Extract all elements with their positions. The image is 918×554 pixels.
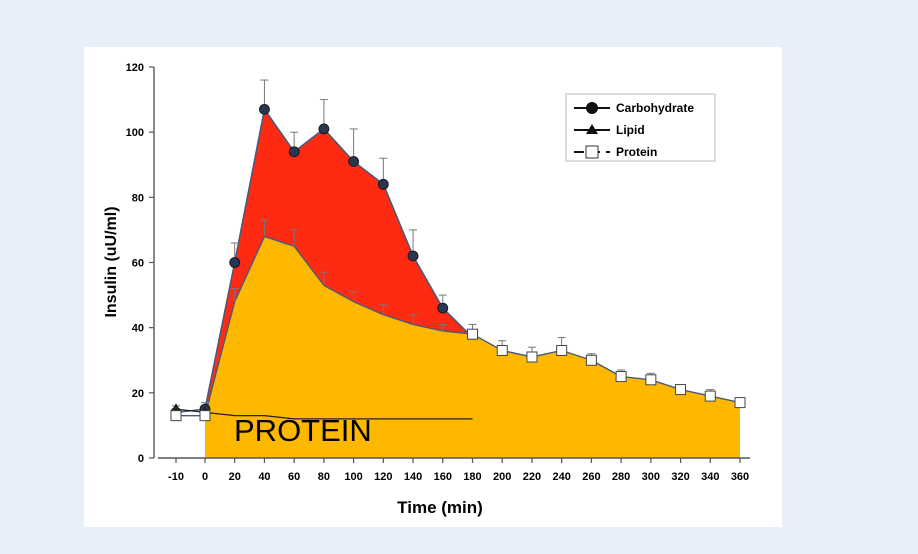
x-tick-label: 220 — [523, 471, 541, 483]
markers-layer — [170, 103, 746, 422]
protein-point — [170, 410, 182, 422]
x-tick-label: 80 — [318, 471, 330, 483]
carbohydrate-point — [288, 146, 300, 158]
protein-annotation: PROTEIN — [234, 413, 372, 448]
legend: Carbohydrate Lipid Protein — [565, 93, 716, 162]
protein-point — [585, 354, 597, 366]
x-tick-label: 240 — [552, 471, 570, 483]
x-tick-label: 120 — [374, 471, 392, 483]
legend-label: Protein — [616, 145, 657, 159]
protein-point — [467, 328, 478, 340]
protein-point — [199, 410, 211, 422]
protein-point — [734, 397, 746, 409]
y-tick-label: 120 — [126, 62, 144, 74]
x-tick-label: 100 — [344, 471, 362, 483]
x-tick-label: 260 — [582, 471, 600, 483]
protein-point — [615, 371, 627, 383]
x-tick-label: 140 — [404, 471, 422, 483]
protein-point — [496, 344, 508, 356]
protein-point — [675, 384, 687, 396]
x-tick-label: 280 — [612, 471, 630, 483]
x-axis-title: Time (min) — [397, 498, 483, 517]
x-tick-label: 160 — [434, 471, 452, 483]
lipid-line — [175, 408, 473, 420]
legend-label: Carbohydrate — [616, 101, 694, 115]
carbohydrate-point — [377, 178, 389, 190]
y-tick-label: 60 — [132, 258, 144, 270]
y-tick-label: 40 — [132, 323, 144, 335]
carbohydrate-point — [318, 123, 330, 135]
x-tick-label: -10 — [168, 471, 184, 483]
legend-entries: Carbohydrate Lipid Protein — [574, 101, 694, 159]
y-tick-label: 0 — [138, 453, 144, 465]
x-tick-label: 40 — [258, 471, 270, 483]
y-tick-label: 80 — [132, 192, 144, 204]
x-tick-label: 20 — [229, 471, 241, 483]
legend-marker-triangle — [586, 124, 598, 134]
x-tick-label: 360 — [731, 471, 749, 483]
carbohydrate-point — [407, 250, 419, 262]
carbohydrate-point — [259, 103, 270, 115]
lipid-point — [171, 403, 181, 413]
x-tick-label: 180 — [463, 471, 481, 483]
y-tick-label: 20 — [132, 388, 144, 400]
x-tick-label: 60 — [288, 471, 300, 483]
legend-marker-circle — [586, 102, 598, 114]
protein-point — [556, 344, 568, 356]
areas-layer — [205, 109, 740, 458]
carbohydrate-point — [437, 302, 449, 314]
x-tick-label: 320 — [671, 471, 689, 483]
x-tick-label: 300 — [642, 471, 660, 483]
protein-area — [205, 236, 740, 458]
protein-point — [526, 351, 538, 363]
carbohydrate-point — [348, 156, 360, 167]
x-tick-label: 0 — [202, 471, 208, 483]
protein-point — [704, 390, 716, 402]
legend-label: Lipid — [616, 123, 645, 137]
y-axis-title: Insulin (uU/ml) — [103, 206, 120, 317]
carbohydrate-point — [229, 257, 241, 268]
x-tick-label: 200 — [493, 471, 511, 483]
protein-point — [645, 374, 657, 386]
axes-layer: 0 20 40 60 80 100 120 -10 0 20 40 60 80 100 120 140 160 1… — [126, 62, 750, 483]
y-tick-label: 100 — [126, 127, 144, 139]
x-tick-label: 340 — [701, 471, 719, 483]
legend-marker-square — [585, 145, 599, 159]
